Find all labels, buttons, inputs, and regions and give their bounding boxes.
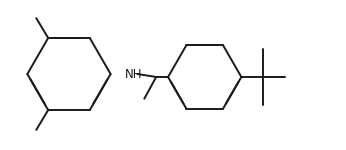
Text: NH: NH	[125, 68, 142, 81]
